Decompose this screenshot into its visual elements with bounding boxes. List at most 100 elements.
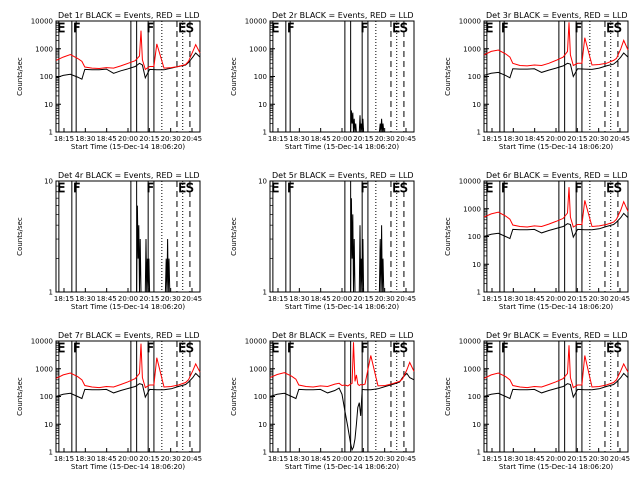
flag-label: F xyxy=(73,21,80,35)
x-tick-label: 18:45 xyxy=(311,295,331,303)
x-tick-label: 20:30 xyxy=(161,455,181,463)
x-tick-label: 20:00 xyxy=(332,295,352,303)
x-tick-label: 20:45 xyxy=(182,295,202,303)
y-tick-label: 1000 xyxy=(249,45,267,53)
y-tick-label: 10000 xyxy=(245,338,267,346)
flag-label: ES xyxy=(392,181,407,195)
detector-panel-6: Det 6r BLACK = Events, RED = LLD 1 10 100 10… xyxy=(444,171,630,311)
detector-panel-9: Det 9r BLACK = Events, RED = LLD 1 10 100 10… xyxy=(444,331,630,471)
series-line xyxy=(483,372,629,400)
x-tick-label: 20:00 xyxy=(332,455,352,463)
panel-title: Det 7r BLACK = Events, RED = LLD xyxy=(58,331,200,340)
x-tick-label: 20:15 xyxy=(353,295,373,303)
y-tick-label: 10000 xyxy=(245,18,267,26)
series-line xyxy=(269,342,415,388)
x-tick-label: 20:45 xyxy=(182,455,202,463)
x-tick-label: 18:15 xyxy=(268,135,288,143)
flag-label: E xyxy=(271,341,279,355)
detector-panel-7: Det 7r BLACK = Events, RED = LLD 1 10 100 10… xyxy=(16,331,202,471)
x-axis-label: Start Time (15-Dec-14 18:06:20) xyxy=(285,303,399,311)
y-tick-label: 1000 xyxy=(463,45,481,53)
x-tick-label: 18:45 xyxy=(97,135,117,143)
x-axis-label: Start Time (15-Dec-14 18:06:20) xyxy=(499,143,613,151)
x-tick-label: 20:30 xyxy=(161,295,181,303)
y-tick-label: 10 xyxy=(472,421,481,429)
y-tick-label: 100 xyxy=(468,73,481,81)
x-tick-label: 20:15 xyxy=(567,295,587,303)
series-line xyxy=(350,198,385,293)
x-tick-label: 18:30 xyxy=(289,455,309,463)
x-tick-label: 18:15 xyxy=(54,455,74,463)
x-tick-label: 20:15 xyxy=(139,455,159,463)
panel-title: Det 8r BLACK = Events, RED = LLD xyxy=(272,331,414,340)
y-axis-label: Counts/sec xyxy=(444,57,452,96)
detector-panel-2: Det 2r BLACK = Events, RED = LLD 1 10 100 10… xyxy=(230,11,416,151)
y-tick-label: 10 xyxy=(258,421,267,429)
flag-label: F xyxy=(147,341,154,355)
x-tick-label: 20:15 xyxy=(353,455,373,463)
y-tick-label: 100 xyxy=(468,233,481,241)
y-tick-label: 1 xyxy=(49,449,53,457)
y-tick-label: 1 xyxy=(477,289,481,297)
x-tick-label: 20:45 xyxy=(610,135,630,143)
x-tick-label: 18:15 xyxy=(54,295,74,303)
x-tick-label: 18:15 xyxy=(482,455,502,463)
flag-label: E xyxy=(57,181,65,195)
flag-label: ES xyxy=(606,21,621,35)
series-line xyxy=(483,212,629,240)
series-line xyxy=(483,22,629,67)
x-tick-label: 20:15 xyxy=(139,135,159,143)
x-tick-label: 18:45 xyxy=(311,135,331,143)
x-tick-label: 20:45 xyxy=(182,135,202,143)
y-tick-label: 10 xyxy=(44,101,53,109)
flag-label: F xyxy=(287,341,294,355)
x-tick-label: 20:30 xyxy=(589,135,609,143)
panel-title: Det 2r BLACK = Events, RED = LLD xyxy=(272,11,414,20)
x-tick-label: 20:30 xyxy=(375,295,395,303)
x-tick-label: 20:00 xyxy=(118,135,138,143)
x-tick-label: 18:15 xyxy=(54,135,74,143)
flag-label: F xyxy=(287,21,294,35)
flag-label: ES xyxy=(178,181,193,195)
y-axis-label: Counts/sec xyxy=(230,217,238,256)
x-axis-label: Start Time (15-Dec-14 18:06:20) xyxy=(71,303,185,311)
x-tick-label: 20:30 xyxy=(375,455,395,463)
series-line xyxy=(483,345,629,389)
flag-label: F xyxy=(287,181,294,195)
x-tick-label: 18:45 xyxy=(525,135,545,143)
panel-title: Det 9r BLACK = Events, RED = LLD xyxy=(486,331,628,340)
x-axis-label: Start Time (15-Dec-14 18:06:20) xyxy=(285,463,399,471)
series-line xyxy=(483,187,629,228)
x-tick-label: 20:15 xyxy=(353,135,373,143)
flag-label: ES xyxy=(392,21,407,35)
x-tick-label: 18:30 xyxy=(503,135,523,143)
flag-label: F xyxy=(575,21,582,35)
flag-label: F xyxy=(73,181,80,195)
flag-label: F xyxy=(147,21,154,35)
y-tick-label: 10000 xyxy=(459,338,481,346)
flag-label: F xyxy=(361,181,368,195)
x-tick-label: 20:00 xyxy=(546,135,566,143)
flag-label: F xyxy=(501,21,508,35)
flag-label: ES xyxy=(178,21,193,35)
flag-label: F xyxy=(73,341,80,355)
flag-label: F xyxy=(361,21,368,35)
flag-label: ES xyxy=(606,341,621,355)
x-tick-label: 20:45 xyxy=(396,455,416,463)
flag-label: ES xyxy=(606,181,621,195)
x-tick-label: 20:30 xyxy=(375,135,395,143)
panel-title: Det 1r BLACK = Events, RED = LLD xyxy=(58,11,200,20)
panel-title: Det 6r BLACK = Events, RED = LLD xyxy=(486,171,628,180)
y-tick-label: 100 xyxy=(468,393,481,401)
y-tick-label: 10 xyxy=(472,101,481,109)
x-axis-label: Start Time (15-Dec-14 18:06:20) xyxy=(499,303,613,311)
detector-panel-8: Det 8r BLACK = Events, RED = LLD 1 10 100 10… xyxy=(230,331,416,471)
plot-frame xyxy=(55,180,201,293)
x-tick-label: 18:45 xyxy=(525,295,545,303)
plot-frame xyxy=(269,20,415,133)
y-tick-label: 10 xyxy=(472,261,481,269)
y-axis-label: Counts/sec xyxy=(16,377,24,416)
y-tick-label: 1 xyxy=(477,129,481,137)
y-tick-label: 10 xyxy=(258,101,267,109)
